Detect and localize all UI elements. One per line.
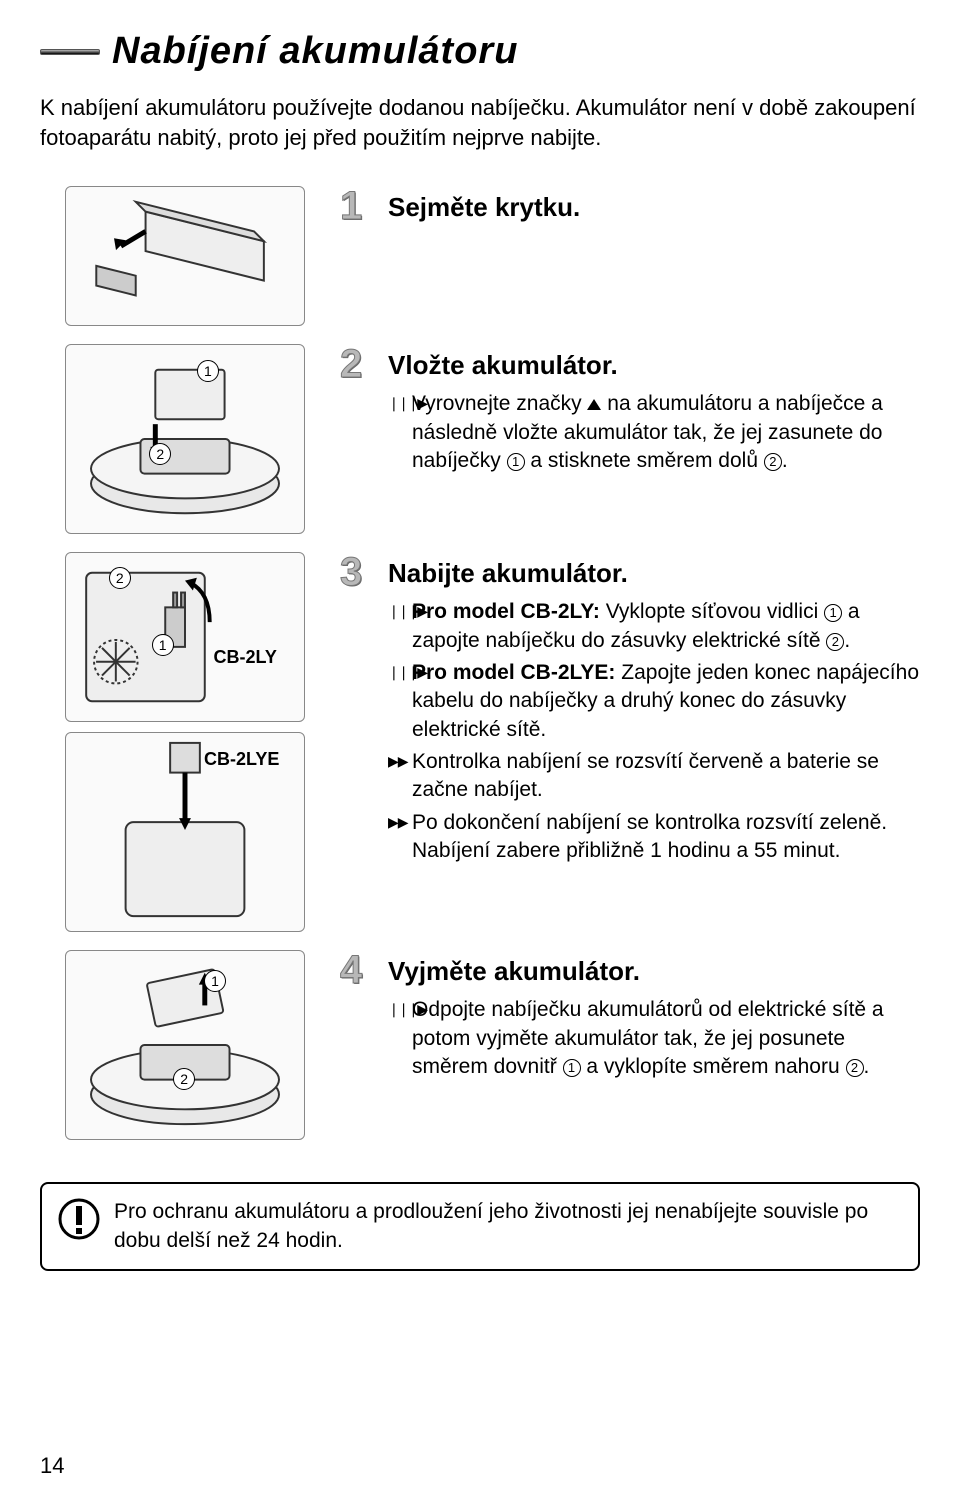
step-4-illustration: 1 2	[40, 950, 330, 1140]
illus-tag: 2	[173, 1068, 195, 1090]
page-number: 14	[40, 1453, 64, 1479]
step-number-2: 2	[340, 344, 380, 384]
illus-cb-2lye: CB-2LYE	[65, 732, 305, 932]
step-3-body: ❘❘❘▶Pro model CB-2LY: Vyklopte síťovou v…	[388, 598, 920, 865]
step-number-1: 1	[340, 186, 380, 226]
step-number-3: 3	[340, 552, 380, 592]
step-title-2: Vložte akumulátor.	[388, 344, 618, 381]
illus-cb-2ly: 2 1 CB-2LY	[65, 552, 305, 722]
charger-insert-svg	[66, 345, 304, 533]
charger-remove-svg	[66, 951, 304, 1139]
step-title-3: Nabijte akumulátor.	[388, 552, 628, 589]
illus-insert-battery: 1 2	[65, 344, 305, 534]
steps-area: 1 Sejměte krytku. 1 2	[40, 186, 920, 1158]
intro-paragraph: K nabíjení akumulátoru používejte dodano…	[40, 93, 920, 152]
step-title-4: Vyjměte akumulátor.	[388, 950, 640, 987]
label-cb2lye: CB-2LYE	[204, 749, 279, 770]
illus-tag: 2	[109, 567, 131, 589]
step-3-illustration: 2 1 CB-2LY CB-2LYE	[40, 552, 330, 932]
caution-box: Pro ochranu akumulátoru a prodloužení je…	[40, 1182, 920, 1271]
caution-text: Pro ochranu akumulátoru a prodloužení je…	[114, 1198, 902, 1255]
label-cb2ly: CB-2LY	[214, 647, 277, 668]
illus-battery-cover	[65, 186, 305, 326]
step-1-row: 1 Sejměte krytku.	[40, 186, 920, 326]
step-title-1: Sejměte krytku.	[388, 186, 580, 223]
page-title: Nabíjení akumulátoru	[112, 30, 518, 73]
illus-tag: 1	[152, 634, 174, 656]
step-2-row: 1 2 2 Vložte akumulátor. ❘❘❘▶Vyrovnejte …	[40, 344, 920, 534]
page-title-bar: Nabíjení akumulátoru	[40, 30, 920, 73]
step-number-4: 4	[340, 950, 380, 990]
step-4-body: ❘❘❘▶Odpojte nabíječku akumulátorů od ele…	[388, 996, 920, 1081]
cb2ly-svg	[66, 553, 304, 721]
step-4-row: 1 2 4 Vyjměte akumulátor. ❘❘❘▶Odpojte na…	[40, 950, 920, 1140]
illus-remove-battery: 1 2	[65, 950, 305, 1140]
step-2-body: ❘❘❘▶Vyrovnejte značky na akumulátoru a n…	[388, 390, 920, 475]
step-3-row: 2 1 CB-2LY CB-2LYE 3 Nabijte a	[40, 552, 920, 932]
step-2-illustration: 1 2	[40, 344, 330, 534]
caution-icon	[58, 1198, 100, 1240]
battery-remove-cover-svg	[66, 187, 304, 325]
step-1-illustration	[40, 186, 330, 326]
title-rule	[40, 49, 100, 55]
